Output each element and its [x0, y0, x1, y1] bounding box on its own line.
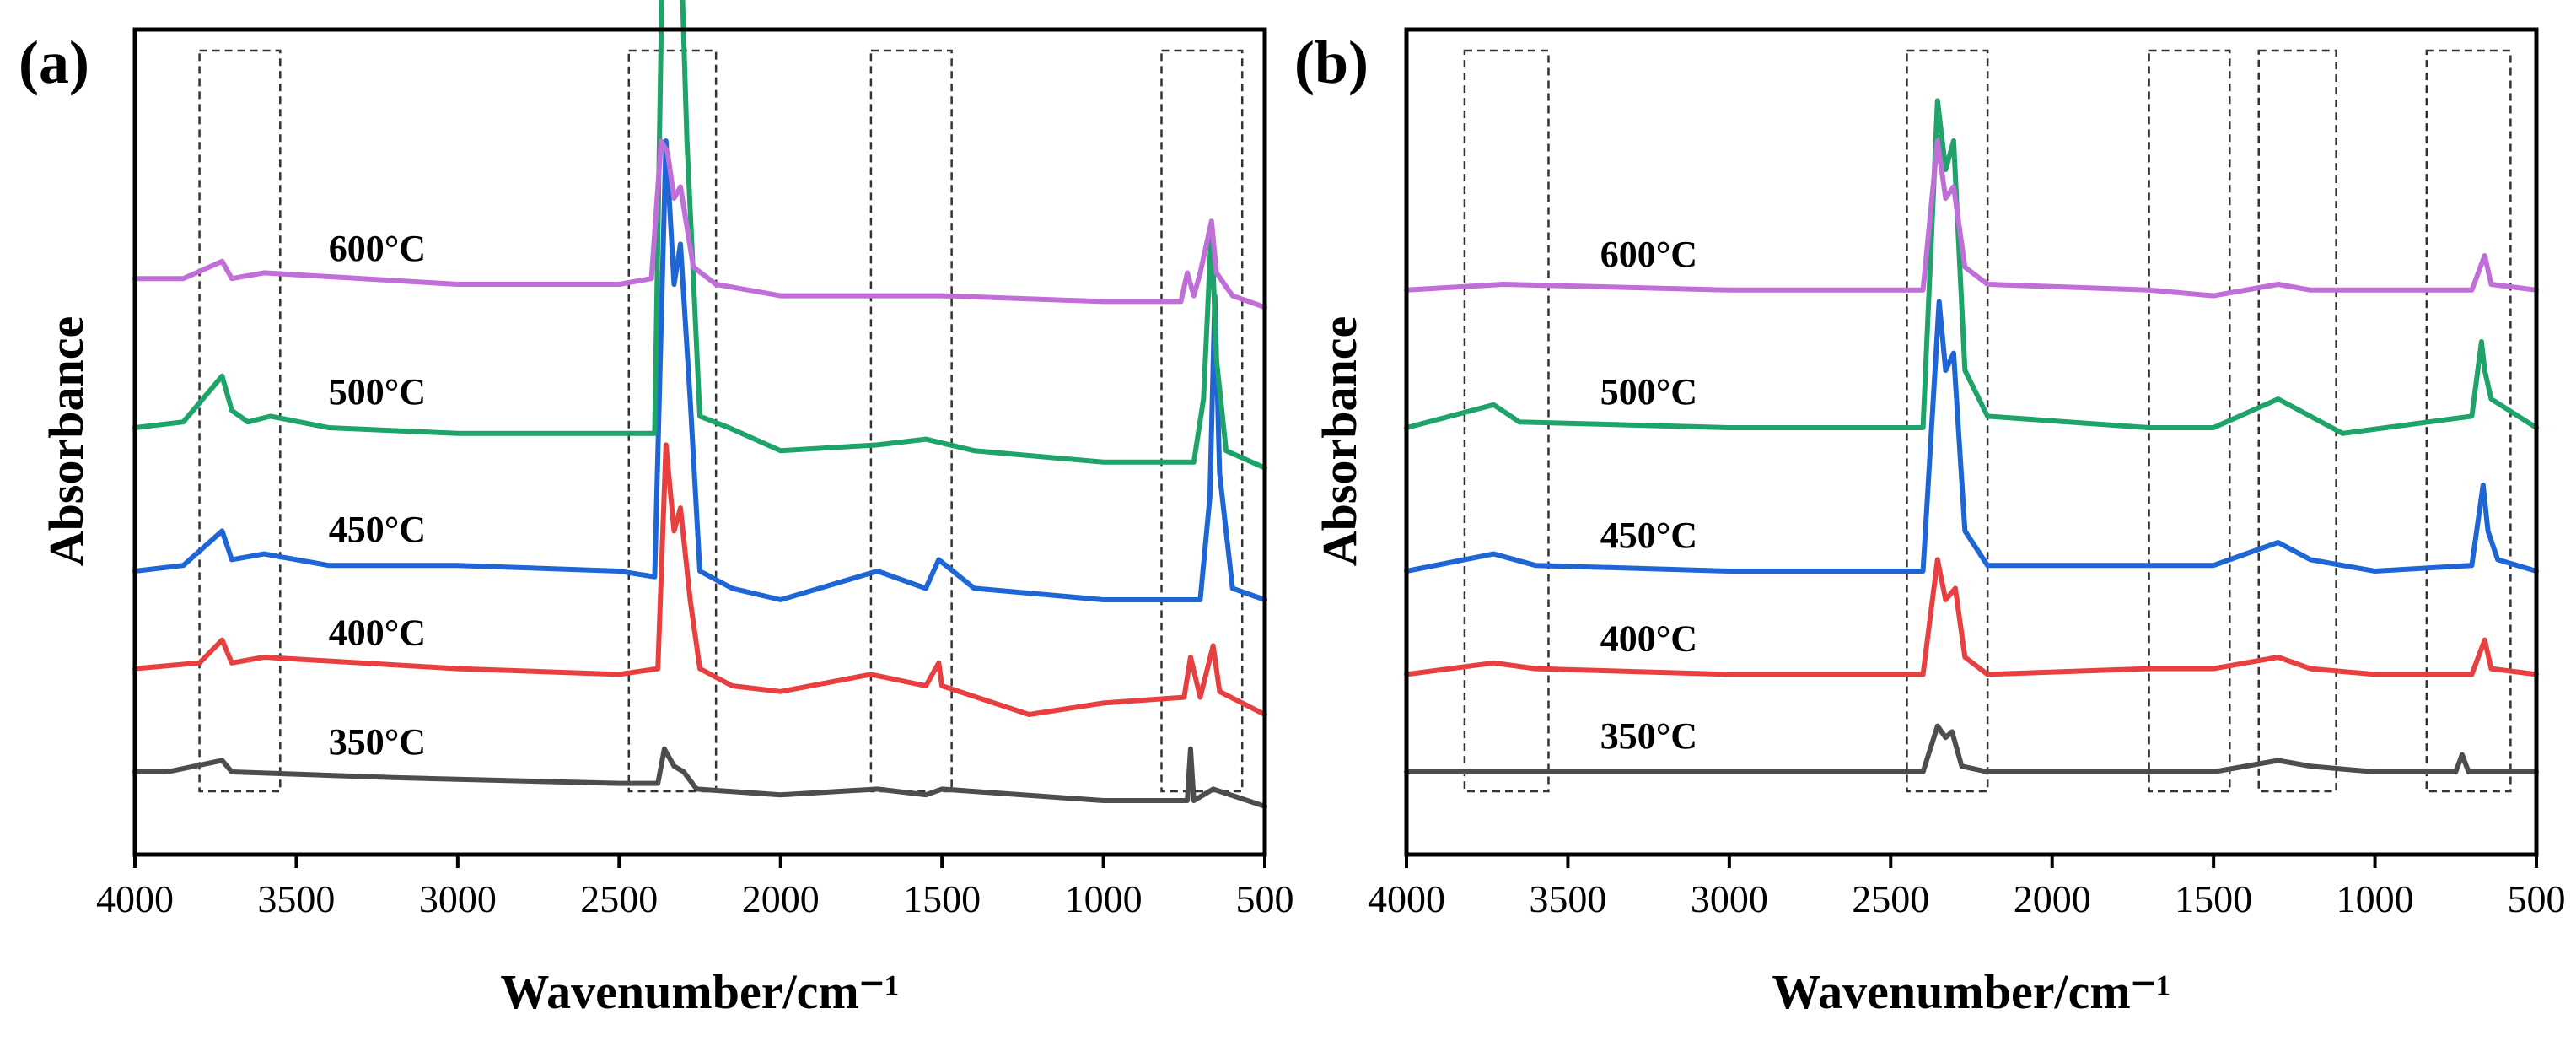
panel-b-label-350c: 350°C [1600, 715, 1697, 757]
panel-a-highlight-band-1 [198, 49, 282, 793]
panel-a-x-tick-label-4000: 4000 [96, 877, 174, 920]
panel-b-highlight-band-3 [2148, 49, 2231, 793]
panel-a-label: (a) [19, 29, 89, 96]
panel-a-highlight-band-2 [627, 49, 718, 793]
panel-b-x-tick-label-500: 500 [2508, 877, 2566, 920]
panel-a-x-tick-label-3000: 3000 [419, 877, 497, 920]
panel-a-x-axis: 4000 3500 3000 2500 2000 1500 1000 500 [96, 855, 1294, 920]
panel-b-x-tick-label-2000: 2000 [2014, 877, 2091, 920]
panel-a-series-450c [132, 138, 1267, 602]
panel-a-label-600c: 600°C [329, 228, 426, 269]
panel-a-x-tick-label-1000: 1000 [1065, 877, 1143, 920]
panel-b-frame [1404, 27, 2539, 857]
panel-a-label-350c: 350°C [329, 721, 426, 763]
panel-b-x-tick-label-3000: 3000 [1691, 877, 1768, 920]
panel-b-series-450c [1404, 299, 2539, 574]
panel-b-x-axis: 4000 3500 3000 2500 2000 1500 1000 500 [1368, 855, 2566, 920]
panel-a-label-400c: 400°C [329, 612, 426, 654]
panel-a: (a) Absorbance 350°C 400°C 450°C 500°C 600°C… [19, 0, 1294, 1019]
panel-a-x-tick-label-2500: 2500 [580, 877, 658, 920]
panel-b-plot-area: 350°C 400°C 450°C 500°C 600°C [1404, 49, 2539, 793]
panel-a-x-tick-label-1500: 1500 [903, 877, 981, 920]
panel-b-label-500c: 500°C [1600, 371, 1697, 413]
panel-a-label-500c: 500°C [329, 371, 426, 413]
panel-b-x-tick-label-1000: 1000 [2337, 877, 2414, 920]
panel-b-y-axis-title: Absorbance [1312, 316, 1367, 566]
panel-a-highlight-band-4 [1160, 49, 1244, 793]
panel-a-x-tick-label-3500: 3500 [257, 877, 335, 920]
panel-b-series-400c [1404, 557, 2539, 677]
panel-b-x-tick-label-2500: 2500 [1852, 877, 1929, 920]
panel-b: (b) Absorbance 350°C 400°C 450°C 500°C 600°C… [1294, 27, 2566, 1019]
panel-b-x-tick-label-3500: 3500 [1529, 877, 1606, 920]
panel-b-highlight-band-1 [1463, 49, 1550, 793]
panel-a-frame [132, 27, 1267, 857]
panel-b-x-tick-label-4000: 4000 [1368, 877, 1445, 920]
panel-b-label-450c: 450°C [1600, 515, 1697, 556]
panel-a-y-axis-title: Absorbance [39, 316, 94, 566]
panel-b-x-axis-title: Wavenumber/cm⁻¹ [1772, 964, 2170, 1019]
panel-b-highlight-band-4 [2257, 49, 2337, 793]
panel-a-label-450c: 450°C [329, 509, 426, 550]
panel-a-x-axis-title: Wavenumber/cm⁻¹ [500, 964, 899, 1019]
panel-b-series-600c [1404, 138, 2539, 299]
panel-b-label-600c: 600°C [1600, 234, 1697, 275]
panel-b-series-500c [1404, 98, 2539, 436]
panel-a-plot-area: 350°C 400°C 450°C 500°C 600°C [132, 0, 1267, 809]
panel-a-series-600c [132, 138, 1267, 310]
panel-a-series-350c [132, 746, 1267, 809]
panel-b-label-400c: 400°C [1600, 618, 1697, 659]
panel-a-series-500c [132, 0, 1267, 471]
panel-b-label: (b) [1294, 29, 1369, 96]
panel-b-x-tick-label-1500: 1500 [2175, 877, 2252, 920]
panel-b-highlight-band-2 [1906, 49, 1989, 793]
panel-a-series-400c [132, 442, 1267, 717]
panel-a-x-tick-label-2000: 2000 [742, 877, 820, 920]
panel-a-x-tick-label-500: 500 [1236, 877, 1294, 920]
panel-b-series-350c [1404, 723, 2539, 774]
